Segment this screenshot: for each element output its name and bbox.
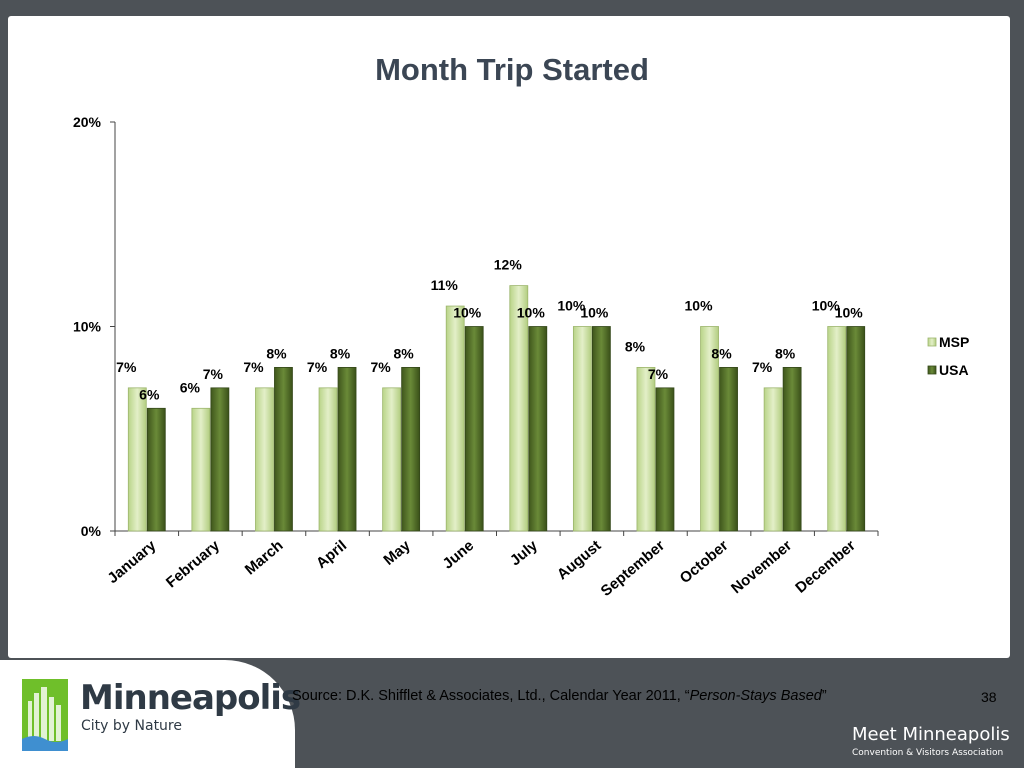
bar-usa bbox=[782, 366, 802, 532]
data-label-msp: 12% bbox=[494, 257, 523, 273]
data-label-usa: 10% bbox=[835, 305, 864, 321]
data-label-msp: 7% bbox=[371, 359, 392, 375]
x-category-label: June bbox=[440, 537, 478, 573]
data-label-msp: 10% bbox=[685, 298, 714, 314]
legend-label-usa: USA bbox=[939, 362, 969, 378]
skyline-logo-icon bbox=[22, 679, 68, 751]
bar-msp bbox=[127, 387, 147, 532]
bar-chart: 0%10%20%7%6%January6%7%February7%8%March… bbox=[73, 114, 969, 600]
data-label-msp: 11% bbox=[431, 277, 459, 293]
bar-usa bbox=[210, 387, 230, 532]
x-category-label: March bbox=[242, 537, 287, 578]
data-label-usa: 8% bbox=[266, 345, 287, 361]
bar-msp bbox=[191, 407, 211, 532]
x-category-label: May bbox=[380, 537, 414, 569]
y-tick-label: 20% bbox=[73, 114, 102, 130]
x-category-label: July bbox=[507, 537, 541, 570]
bar-usa bbox=[719, 366, 738, 532]
source-italic: Person-Stays Based bbox=[689, 688, 822, 704]
x-category-label: November bbox=[728, 537, 795, 597]
bar-msp bbox=[572, 326, 592, 532]
x-category-label: September bbox=[598, 537, 668, 600]
bar-usa bbox=[146, 407, 166, 532]
x-category-label: April bbox=[313, 537, 350, 572]
bar-usa bbox=[591, 326, 611, 532]
legend-swatch-msp bbox=[927, 337, 937, 347]
data-label-msp: 7% bbox=[307, 359, 328, 375]
x-category-label: December bbox=[792, 537, 859, 597]
data-label-usa: 8% bbox=[330, 345, 351, 361]
legend-label-msp: MSP bbox=[939, 334, 969, 350]
meet-minneapolis-subtitle: Convention & Visitors Association bbox=[852, 748, 1004, 758]
logo-name: Minneapolis bbox=[80, 678, 301, 718]
bar-msp bbox=[318, 387, 338, 532]
data-label-usa: 8% bbox=[711, 345, 732, 361]
bar-msp bbox=[700, 326, 719, 532]
data-label-msp: 8% bbox=[625, 338, 646, 354]
data-label-msp: 7% bbox=[752, 359, 773, 375]
data-label-usa: 10% bbox=[453, 305, 482, 321]
data-label-msp: 10% bbox=[557, 298, 586, 314]
y-tick-label: 10% bbox=[73, 319, 102, 335]
bar-usa bbox=[401, 366, 421, 532]
chart-title: Month Trip Started bbox=[375, 52, 649, 87]
bar-msp bbox=[509, 285, 529, 532]
bar-usa bbox=[528, 326, 548, 532]
bar-usa bbox=[846, 326, 866, 532]
source-suffix: ” bbox=[821, 688, 827, 704]
bar-msp bbox=[255, 387, 274, 532]
source-note: Source: D.K. Shifflet & Associates, Ltd.… bbox=[292, 688, 827, 704]
meet-minneapolis-name: Meet Minneapolis bbox=[852, 724, 1010, 745]
data-label-msp: 7% bbox=[243, 359, 264, 375]
x-category-label: January bbox=[104, 537, 160, 587]
legend-swatch-usa bbox=[927, 365, 937, 375]
data-label-msp: 10% bbox=[812, 298, 841, 314]
data-label-usa: 7% bbox=[203, 366, 224, 382]
x-category-label: August bbox=[554, 537, 605, 583]
data-label-usa: 7% bbox=[648, 366, 669, 382]
source-prefix: Source: D.K. Shifflet & Associates, Ltd.… bbox=[292, 688, 690, 704]
logo-tagline: City by Nature bbox=[81, 718, 182, 734]
data-label-msp: 7% bbox=[116, 359, 137, 375]
bar-msp bbox=[636, 366, 656, 532]
data-label-usa: 10% bbox=[580, 305, 609, 321]
x-category-label: February bbox=[163, 537, 224, 592]
bar-msp bbox=[763, 387, 783, 532]
bar-usa bbox=[337, 366, 357, 532]
bar-msp bbox=[445, 305, 465, 532]
bar-msp bbox=[382, 387, 402, 532]
bar-usa bbox=[274, 366, 293, 532]
bar-usa bbox=[655, 387, 675, 532]
y-tick-label: 0% bbox=[81, 523, 102, 539]
bar-usa bbox=[464, 326, 484, 532]
page-number: 38 bbox=[981, 689, 997, 705]
data-label-msp: 6% bbox=[180, 379, 201, 395]
data-label-usa: 10% bbox=[517, 305, 546, 321]
data-label-usa: 6% bbox=[139, 386, 160, 402]
data-label-usa: 8% bbox=[394, 345, 415, 361]
bar-msp bbox=[827, 326, 847, 532]
x-category-label: October bbox=[677, 537, 732, 587]
data-label-usa: 8% bbox=[775, 345, 796, 361]
